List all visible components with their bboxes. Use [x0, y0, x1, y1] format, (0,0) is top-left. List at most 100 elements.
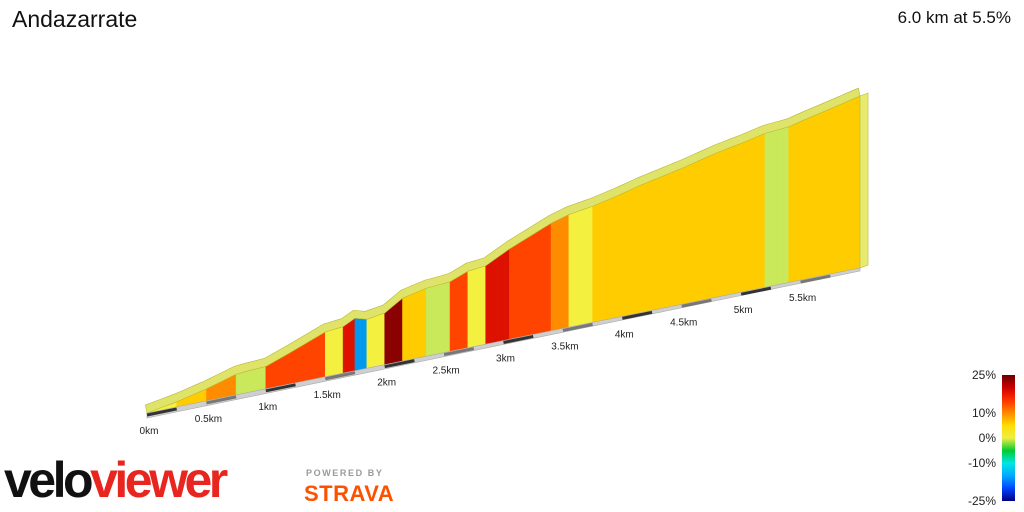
- gradient-stripe: [628, 187, 635, 316]
- legend-label: -10%: [968, 456, 996, 470]
- gradient-stripe: [604, 198, 611, 321]
- gradient-stripe: [532, 230, 540, 335]
- gradient-stripe: [414, 290, 421, 359]
- gradient-stripe: [336, 326, 344, 375]
- gradient-stripe: [610, 195, 617, 320]
- gradient-stripe: [800, 118, 807, 281]
- gradient-stripe: [384, 307, 391, 365]
- axis-segment: [740, 286, 772, 296]
- gradient-stripe: [752, 135, 760, 291]
- gradient-stripe: [687, 162, 694, 304]
- gradient-stripe: [806, 116, 813, 280]
- gradient-stripe: [622, 190, 629, 317]
- gradient-stripe: [740, 140, 748, 293]
- axis-segment: [681, 298, 712, 308]
- gradient-stripe: [675, 167, 682, 306]
- gradient-stripe: [669, 170, 677, 307]
- gradient-stripe: [223, 376, 231, 398]
- gradient-stripe: [491, 256, 498, 344]
- gradient-stripe: [550, 220, 558, 332]
- legend-label: 0%: [979, 431, 997, 445]
- gradient-stripe: [723, 147, 730, 297]
- x-tick-label: 3.5km: [551, 341, 578, 352]
- gradient-stripe: [426, 286, 433, 357]
- gradient-stripe: [729, 145, 736, 295]
- gradient-stripe: [265, 362, 273, 390]
- gradient-stripe: [431, 284, 439, 356]
- gradient-stripe: [782, 126, 789, 285]
- gradient-stripe: [645, 180, 653, 312]
- gradient-stripe: [283, 352, 290, 386]
- gradient-stripe: [342, 321, 350, 374]
- gradient-stripe: [681, 165, 688, 305]
- gradient-stripe: [301, 342, 308, 382]
- powered-by-label: POWERED BY: [306, 468, 384, 478]
- gradient-stripe: [734, 143, 742, 294]
- axis-segment: [146, 407, 178, 417]
- gradient-stripe: [455, 274, 463, 351]
- gradient-stripe: [253, 367, 261, 392]
- logo-velo-text: velo: [4, 452, 94, 508]
- gradient-stripe: [420, 287, 427, 358]
- axis-segment: [503, 334, 534, 344]
- gradient-stripe: [509, 244, 516, 340]
- gradient-stripe: [485, 261, 492, 345]
- gradient-stripe: [586, 205, 593, 324]
- gradient-stripe: [497, 252, 504, 343]
- gradient-stripe: [717, 149, 724, 298]
- profile-top-surface: [145, 87, 861, 414]
- x-tick-label: 5.5km: [789, 293, 816, 304]
- gradient-stripe: [396, 297, 403, 363]
- axis-segment: [800, 274, 831, 284]
- x-tick-label: 1.5km: [314, 390, 341, 401]
- gradient-stripe: [271, 359, 278, 388]
- gradient-stripe: [235, 372, 243, 396]
- gradient-stripe: [360, 318, 368, 370]
- x-tick-label: 0.5km: [195, 414, 222, 425]
- gradient-stripe: [693, 160, 700, 303]
- gradient-stripe: [408, 292, 415, 361]
- axis-segment: [206, 395, 237, 405]
- axis-segment: [324, 371, 356, 381]
- gradient-stripe: [580, 207, 587, 326]
- distance-axis: 0km 0.5km 1km 1.5km 2km 2.5km 3km 3.5km 4km 4.5km…: [140, 274, 831, 437]
- axis-segment: [622, 310, 653, 320]
- gradient-stripe: [574, 210, 581, 327]
- gradient-stripe: [770, 129, 778, 287]
- gradient-stripe: [348, 317, 356, 373]
- logo-viewer-text: viewer: [90, 452, 228, 508]
- gradient-stripe: [598, 200, 605, 322]
- gradient-stripe: [289, 349, 296, 385]
- gradient-stripe: [372, 314, 379, 368]
- gradient-stripe: [824, 108, 831, 276]
- gradient-stripe: [325, 329, 332, 378]
- gradient-stripe: [633, 185, 641, 315]
- x-tick-label: 4.5km: [670, 317, 697, 328]
- strava-logo[interactable]: STRAVA: [304, 481, 395, 506]
- x-tick-label: 0km: [140, 426, 159, 437]
- gradient-stripe: [515, 241, 522, 339]
- gradient-stripe: [847, 98, 855, 271]
- gradient-stripe: [657, 175, 665, 310]
- gradient-stripe: [699, 157, 706, 301]
- gradient-stripe: [449, 277, 457, 352]
- gradient-stripe: [639, 182, 647, 314]
- gradient-stripe: [853, 95, 861, 270]
- gradient-stripe: [521, 237, 528, 338]
- profile-end-face: [859, 92, 869, 269]
- gradient-stripe: [705, 154, 712, 300]
- gradient-stripe: [277, 355, 284, 387]
- gradient-stripe: [503, 248, 510, 341]
- gradient-stripe: [758, 133, 766, 289]
- gradient-stripe: [764, 131, 772, 288]
- gradient-stripe: [776, 128, 784, 286]
- x-tick-label: 2km: [377, 378, 396, 389]
- legend-label: -25%: [968, 494, 996, 508]
- gradient-stripe: [437, 283, 445, 355]
- gradient-stripe: [241, 370, 249, 394]
- x-tick-label: 2.5km: [432, 366, 459, 377]
- gradient-stripe: [247, 369, 255, 393]
- gradient-stripe: [527, 233, 534, 336]
- veloviewer-logo[interactable]: veloviewer: [4, 450, 228, 510]
- gradient-stripe: [354, 317, 362, 372]
